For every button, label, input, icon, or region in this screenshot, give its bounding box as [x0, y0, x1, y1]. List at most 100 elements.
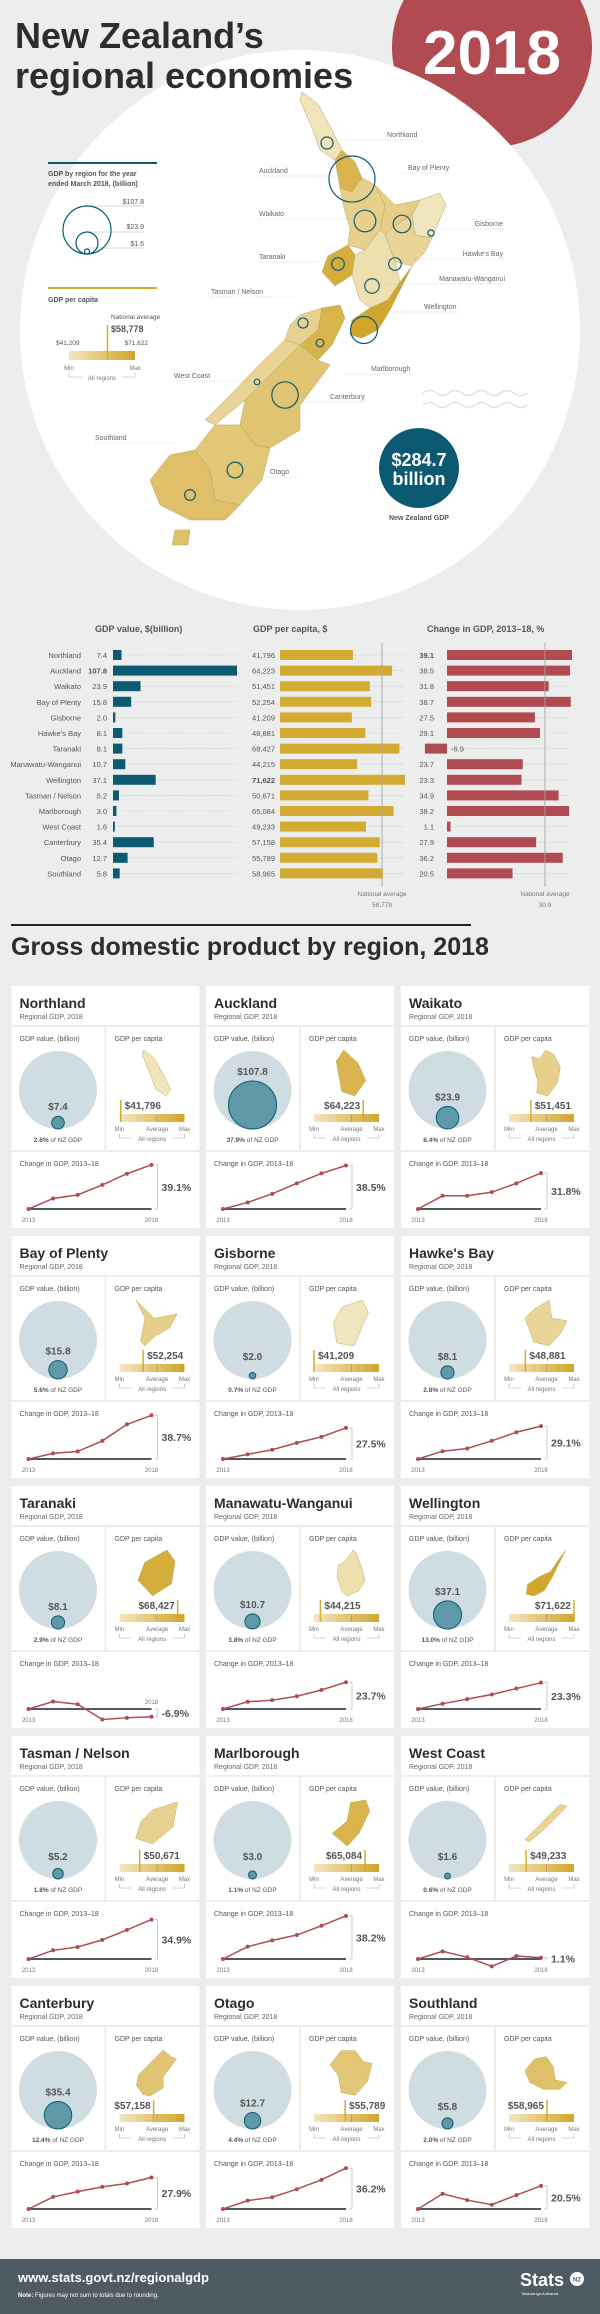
card-year-start: 2013	[22, 1718, 36, 1724]
map-label-bay-of-plenty: Bay of Plenty	[408, 165, 450, 172]
region-gdp-circle	[51, 1115, 65, 1130]
row-gdp-value: 5.8	[97, 869, 107, 878]
card-min-label: Min	[309, 1377, 319, 1383]
card-per-capita-label: GDP per capita	[504, 1036, 552, 1043]
card-change-value: 29.1%	[551, 1438, 581, 1450]
change-point	[344, 1913, 348, 1918]
card-change-value: 34.9%	[162, 1934, 192, 1946]
change-point	[245, 1699, 250, 1704]
card-header-panel	[11, 1736, 200, 1775]
card-subtitle: Regional GDP, 2018	[20, 1514, 83, 1521]
change-point	[416, 2207, 420, 2211]
change-point	[319, 2177, 324, 2182]
map-region-southland[interactable]	[149, 449, 241, 521]
change-bar	[447, 821, 451, 832]
row-gdp-value: 1.6	[97, 823, 107, 832]
card-gdp-share-value: 2.9%	[34, 1637, 49, 1644]
card-gdp-label: GDP value, (billion)	[409, 2036, 469, 2043]
change-point	[539, 1680, 543, 1685]
card-change-label: Change in GDP, 2013–18	[20, 1911, 99, 1918]
card-per-capita-value: $50,671	[144, 1851, 181, 1862]
card-change-label: Change in GDP, 2013–18	[214, 1661, 293, 1668]
card-title: Northland	[20, 995, 86, 1011]
map-gdp-circle-tasman-nelson	[297, 317, 309, 329]
change-line	[417, 1172, 542, 1210]
per-capita-legend-title: GDP per capita	[48, 297, 98, 304]
legend-national-average-label: National average	[111, 314, 161, 321]
map-gdp-circle-canterbury	[271, 381, 299, 409]
change-point	[100, 2184, 105, 2189]
card-max-label: Max	[568, 2127, 579, 2133]
map-label-taranaki: Taranaki	[259, 254, 286, 261]
card-change-panel	[401, 2152, 589, 2228]
card-year-start: 2013	[22, 1468, 36, 1474]
nz-total-circle	[19, 1301, 97, 1379]
region-shape-icon	[136, 2049, 177, 2097]
change-bracket	[154, 1919, 158, 1960]
card-gdp-share-suffix: of NZ GDP	[438, 1387, 472, 1394]
change-bracket	[544, 1172, 548, 1210]
legend-national-average-value: $58,778	[111, 324, 144, 334]
card-all-regions-label: All regions	[138, 1637, 166, 1643]
gdp-bar	[113, 681, 141, 692]
change-point	[221, 1957, 225, 1961]
change-point	[245, 1200, 250, 1205]
card-change-value: 27.5%	[356, 1438, 386, 1450]
row-region-name: Waikato	[54, 682, 81, 691]
card-gdp-share-suffix: of NZ GDP	[438, 1887, 472, 1894]
gdp-bar	[113, 774, 156, 785]
per-capita-bar	[280, 790, 369, 801]
card-gdp-share-value: 0.7%	[228, 1387, 243, 1394]
per-capita-gradient-bar	[119, 2114, 185, 2122]
map-region-canterbury[interactable]	[239, 344, 331, 449]
footer-url-link[interactable]: www.stats.govt.nz/regionalgdp	[17, 2270, 209, 2285]
card-all-regions-label: All regions	[332, 1887, 360, 1893]
map-gdp-circle-bay-of-plenty	[392, 214, 412, 234]
gdp-legend: GDP by region for the year ended March 2…	[48, 162, 157, 255]
change-point	[440, 1193, 445, 1198]
card-year-end: 2018	[145, 1968, 159, 1974]
region-gdp-circle	[441, 2117, 454, 2130]
card-gdp-value: $8.1	[48, 1602, 68, 1613]
map-region-stewart-island	[171, 529, 191, 546]
change-bar	[447, 665, 571, 676]
table-row: Manawatu-Wanganui 10.7 44,215 23.7	[10, 759, 572, 770]
card-title: Waikato	[409, 995, 462, 1011]
card-gdp-share: 4.4% of NZ GDP	[228, 2137, 276, 2144]
region-card-waikato: Waikato Regional GDP, 2018 GDP value, (bil…	[401, 986, 589, 1228]
change-point	[416, 1707, 420, 1711]
change-line	[417, 1950, 542, 1968]
card-header-panel	[206, 1736, 394, 1775]
change-bracket	[154, 1414, 158, 1460]
region-gdp-circle	[244, 1613, 261, 1630]
card-title: Otago	[214, 1995, 254, 2011]
region-card-northland: Northland Regional GDP, 2018 GDP value, (b…	[11, 986, 200, 1228]
change-point	[344, 2166, 348, 2171]
change-line	[222, 2167, 347, 2210]
map-label-otago: Otago	[270, 469, 289, 476]
card-gdp-share-value: 12.4%	[32, 2137, 51, 2144]
card-change-label: Change in GDP, 2013–18	[409, 1661, 488, 1668]
card-subtitle: Regional GDP, 2018	[20, 1764, 83, 1771]
col-header-gdp: GDP value, $(billion)	[95, 624, 182, 634]
nz-total-circle	[408, 1301, 487, 1379]
row-change-value: 1.1	[424, 823, 434, 832]
card-title: Southland	[409, 1995, 477, 2011]
region-card-canterbury: Canterbury Regional GDP, 2018 GDP value, (…	[11, 1986, 200, 2228]
card-header-panel	[206, 1236, 394, 1275]
per-capita-gradient-bar	[119, 1614, 185, 1622]
card-gdp-share-suffix: of NZ GDP	[49, 1387, 83, 1394]
change-point	[440, 1701, 445, 1706]
map-region-marlborough[interactable]	[299, 304, 346, 361]
row-region-name: Canterbury	[44, 838, 81, 847]
nz-total-circle	[213, 1551, 292, 1629]
change-line	[28, 1700, 152, 1721]
card-gdp-value: $7.4	[48, 1102, 68, 1113]
per-capita-gradient-bar	[119, 1364, 185, 1372]
card-per-capita-value: $48,881	[529, 1351, 566, 1362]
footer-note: Note: Figures may not sum to totals due …	[18, 2293, 159, 2299]
card-change-label: Change in GDP, 2013–18	[409, 1161, 488, 1168]
card-average-label: Average	[340, 1377, 363, 1383]
legend-circle-small	[83, 248, 91, 255]
change-point	[221, 1207, 225, 1211]
